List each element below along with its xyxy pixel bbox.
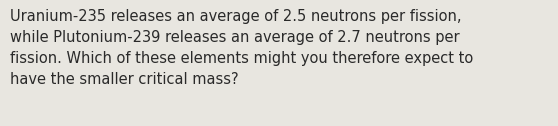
Text: Uranium-235 releases an average of 2.5 neutrons per fission,
while Plutonium-239: Uranium-235 releases an average of 2.5 n… bbox=[10, 9, 473, 87]
